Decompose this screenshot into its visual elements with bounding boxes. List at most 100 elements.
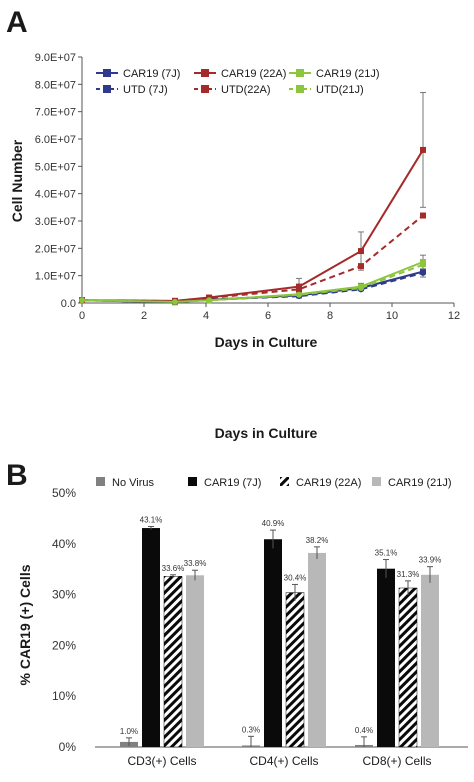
panel-a-legend-item: CAR19 (21J) xyxy=(289,68,380,80)
panel-a-y-tick-label: 3.0E+07 xyxy=(35,216,76,228)
series-line xyxy=(81,149,424,302)
legend-swatch-marker xyxy=(296,85,304,93)
panel-a-legend-item: UTD(22A) xyxy=(194,84,271,96)
panel-b-title: Days in Culture xyxy=(215,425,318,441)
panel-b-y-ticks: 0% 10% 20% 30% 40% 50% xyxy=(52,486,76,754)
panel-b-y-tick-label: 40% xyxy=(52,537,76,551)
panel-a-y-tick-label: 4.0E+07 xyxy=(35,189,76,201)
panel-a-y-tick-label: 1.0E+07 xyxy=(35,271,76,283)
panel-a-x-tick-label: 10 xyxy=(386,310,398,322)
panel-a-legend-item: CAR19 (22A) xyxy=(194,68,286,80)
panel-a-x-tick-label: 4 xyxy=(203,310,209,322)
panel-a-line-chart: A 0.0 1.0E+07 2.0E+07 3.0E+07 4.0E+07 5.0E+07… xyxy=(6,6,460,350)
panel-a-series xyxy=(79,92,426,306)
data-label: 33.8% xyxy=(184,559,207,568)
data-label: 30.4% xyxy=(284,573,307,582)
category-label: CD4(+) Cells xyxy=(249,754,318,768)
bar xyxy=(398,587,418,748)
panel-a-letter: A xyxy=(6,6,28,39)
panel-b-y-tick-label: 50% xyxy=(52,486,76,500)
data-label: 33.6% xyxy=(162,564,185,573)
panel-a-y-tick-label: 2.0E+07 xyxy=(35,243,76,255)
bar xyxy=(163,576,183,748)
series-line xyxy=(81,263,424,303)
data-point xyxy=(420,212,426,219)
panel-a-series-utd-22a xyxy=(79,212,426,305)
panel-b-y-tick-label: 0% xyxy=(59,740,77,754)
bar xyxy=(421,574,439,747)
panel-b-group-3: 0.4% 35.1% 31.3% 33.9% xyxy=(355,549,442,748)
panel-a-y-tick-label: 0.0 xyxy=(61,298,76,310)
panel-b-group-1: 1.0% 43.1% 33.6%33.8% xyxy=(120,516,207,748)
data-point xyxy=(358,263,364,270)
data-point xyxy=(420,269,426,276)
legend-swatch-marker xyxy=(103,85,111,93)
bar xyxy=(186,575,204,747)
bar xyxy=(377,568,395,747)
panel-a-y-tick-label: 5.0E+07 xyxy=(35,161,76,173)
panel-b-legend-item: CAR19 (22A) xyxy=(280,477,361,489)
panel-b-category-labels: CD3(+) Cells CD4(+) Cells CD8(+) Cells xyxy=(127,754,431,768)
legend-label: CAR19 (22A) xyxy=(296,477,361,489)
legend-swatch-marker xyxy=(103,69,111,77)
legend-swatch xyxy=(96,477,105,486)
panel-a-x-tick-label: 8 xyxy=(327,310,333,322)
panel-a-legend-item: CAR19 (7J) xyxy=(96,68,180,80)
data-point xyxy=(79,297,85,304)
data-point xyxy=(420,261,426,268)
panel-a-x-axis-label: Days in Culture xyxy=(215,334,318,350)
legend-label: UTD (7J) xyxy=(123,84,168,96)
data-point xyxy=(206,297,213,304)
panel-a-legend: CAR19 (7J) CAR19 (22A) CAR19 (21J) UTD (7J)… xyxy=(96,68,380,96)
data-label: 0.4% xyxy=(355,726,373,735)
data-point xyxy=(420,146,426,153)
panel-a-series-car19-22a xyxy=(79,92,426,304)
panel-b-legend-item: CAR19 (21J) xyxy=(372,477,452,489)
bar xyxy=(264,539,282,747)
panel-b-group-2: 0.3% 40.9% 30.4% 38.2% xyxy=(242,519,328,748)
panel-b-y-axis-label: % CAR19 (+) Cells xyxy=(17,564,33,685)
panel-a-y-tick-label: 9.0E+07 xyxy=(35,52,76,64)
data-label: 40.9% xyxy=(262,519,285,528)
panel-a-series-utd-21j xyxy=(79,261,426,305)
legend-label: CAR19 (21J) xyxy=(388,477,452,489)
legend-swatch-marker xyxy=(296,69,304,77)
panel-a-y-tick-label: 6.0E+07 xyxy=(35,134,76,146)
category-label: CD3(+) Cells xyxy=(127,754,196,768)
legend-swatch-marker xyxy=(201,69,209,77)
legend-label: CAR19 (7J) xyxy=(123,68,180,80)
bar xyxy=(142,528,160,747)
data-label: 31.3% xyxy=(397,570,420,579)
panel-b-bars: 1.0%43.1%33.6%33.8%0.3%40.9%30.4%38.2%0.… xyxy=(120,516,442,748)
series-line xyxy=(81,214,424,303)
data-point xyxy=(296,286,302,293)
legend-swatch xyxy=(188,477,197,486)
panel-b-y-tick-label: 20% xyxy=(52,638,76,652)
legend-swatch xyxy=(280,477,289,486)
bar xyxy=(308,552,326,747)
legend-label: CAR19 (7J) xyxy=(204,477,261,489)
legend-label: CAR19 (21J) xyxy=(316,68,380,80)
legend-label: UTD(22A) xyxy=(221,84,271,96)
panel-a-y-ticks: 0.0 1.0E+07 2.0E+07 3.0E+07 4.0E+07 5.0E+07 6.… xyxy=(35,52,82,310)
panel-b-legend: No Virus CAR19 (7J) CAR19 (22A) CAR19 (21J) xyxy=(96,477,452,489)
category-label: CD8(+) Cells xyxy=(362,754,431,768)
legend-label: CAR19 (22A) xyxy=(221,68,286,80)
panel-b-bar-chart: Days in Culture B No Virus CAR19 (7J) CAR1… xyxy=(6,425,468,768)
panel-a-x-tick-label: 12 xyxy=(448,310,460,322)
series-line xyxy=(81,261,424,303)
panel-b-y-tick-label: 30% xyxy=(52,588,76,602)
legend-swatch-marker xyxy=(201,85,209,93)
panel-b-letter: B xyxy=(6,459,28,492)
panel-a-y-axis-label: Cell Number xyxy=(9,139,25,222)
panel-b-y-tick-label: 10% xyxy=(52,689,76,703)
data-point xyxy=(358,248,364,255)
data-point xyxy=(296,291,302,298)
data-label: 33.9% xyxy=(419,556,442,565)
data-label: 35.1% xyxy=(375,549,398,558)
panel-b-legend-item: No Virus xyxy=(96,477,154,489)
panel-a-x-ticks: 0 2 4 6 8 10 12 xyxy=(79,303,460,322)
data-label: 0.3% xyxy=(242,725,260,734)
legend-swatch xyxy=(372,477,381,486)
